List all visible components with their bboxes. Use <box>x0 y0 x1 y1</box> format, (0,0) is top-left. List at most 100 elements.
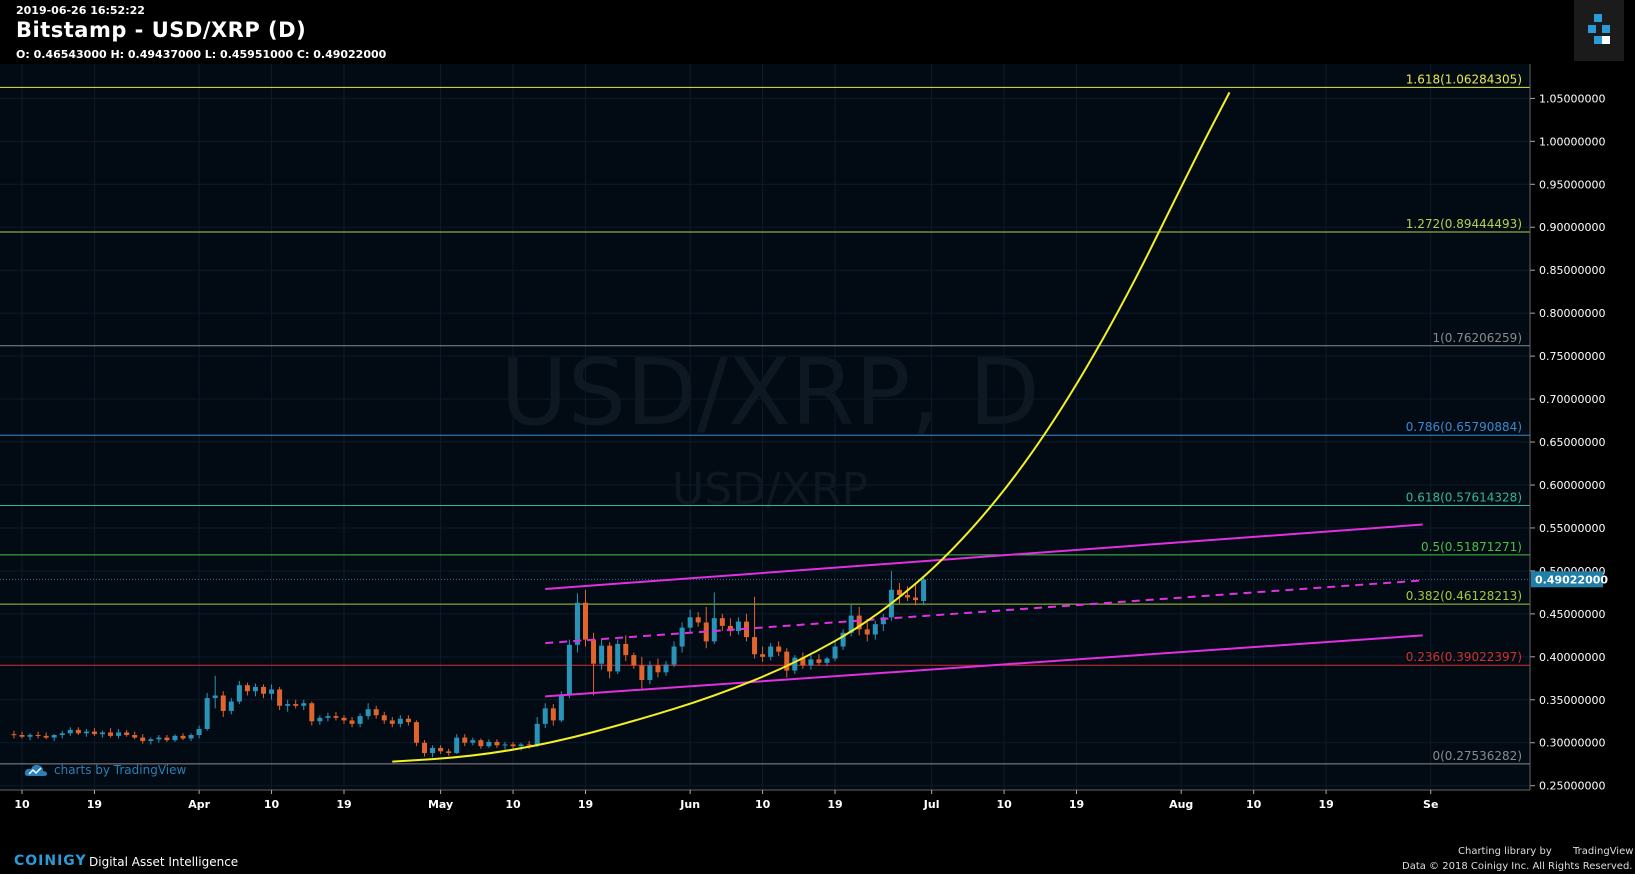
price-tick-label: 0.95000000 <box>1539 178 1605 191</box>
candle-body <box>67 729 73 734</box>
candle-body <box>446 751 452 754</box>
fibonacci-levels[interactable]: 1.618(1.06284305) 1.272(0.89444493) 1(0.76… <box>0 72 1530 765</box>
tradingview-cloud-icon <box>24 764 47 776</box>
time-tick-label: Se <box>1423 798 1438 811</box>
time-axis[interactable]: 10 19 Apr 10 19 May 10 19 Jun 10 19 Jul 10 19 Aug 10 19 S… <box>0 789 1530 811</box>
candle-body <box>462 737 468 743</box>
candle-body <box>244 685 250 692</box>
candle-body <box>711 618 717 642</box>
candle-body <box>317 717 323 722</box>
candle-body <box>333 716 339 718</box>
candle-body <box>478 740 484 747</box>
fib-level-label: 1(0.76206259) <box>1432 331 1522 345</box>
tradingview-attribution[interactable]: charts by TradingView <box>24 763 187 777</box>
candle-body <box>840 632 846 647</box>
candle-body <box>583 602 588 640</box>
copyright: Data © 2018 Coinigy Inc. All Rights Rese… <box>1402 861 1633 872</box>
plot-area[interactable] <box>0 64 1530 790</box>
candle-body <box>164 737 170 741</box>
fib-level-label: 1.272(0.89444493) <box>1406 217 1522 231</box>
coinigy-brand[interactable]: COINIGY <box>14 853 87 869</box>
candles <box>11 570 927 758</box>
candle-body <box>180 735 186 739</box>
price-tick-label: 0.25000000 <box>1539 780 1605 793</box>
coinigy-logo-icon <box>1588 14 1610 44</box>
attribution-text: charts by TradingView <box>54 763 186 777</box>
candle-body <box>695 617 701 623</box>
time-tick-label: 19 <box>578 798 593 811</box>
candle-body <box>349 720 355 724</box>
watermark-pair: USD/XRP <box>672 464 868 515</box>
price-tick-label: 0.65000000 <box>1539 436 1605 449</box>
candle-body <box>252 686 258 692</box>
candle-body <box>591 639 597 664</box>
tagline: Digital Asset Intelligence <box>89 855 239 869</box>
candle-body <box>615 643 621 672</box>
candle-body <box>550 708 556 721</box>
chart-bottom-strip <box>0 818 1635 844</box>
candle-body <box>679 627 685 647</box>
candle-body <box>325 716 331 718</box>
price-tick-label: 0.30000000 <box>1539 737 1605 750</box>
candle-body <box>172 735 178 741</box>
price-tick-label: 0.85000000 <box>1539 264 1605 277</box>
candle-body <box>389 720 395 724</box>
tradingview-brand[interactable]: TradingView <box>1573 846 1634 857</box>
candle-body <box>228 701 234 711</box>
chart-header: 2019-06-26 16:52:22 Bitstamp - USD/XRP (… <box>0 0 1635 64</box>
candle-body <box>148 739 154 742</box>
candle-body <box>43 735 49 738</box>
footer: COINIGY Digital Asset Intelligence Chart… <box>0 844 1635 874</box>
candle-body <box>100 732 105 735</box>
fib-level-label: 1.618(1.06284305) <box>1406 72 1522 86</box>
candle-body <box>848 615 854 633</box>
candle-body <box>534 723 540 746</box>
ohlc-readout: O: 0.46543000 H: 0.49437000 L: 0.4595100… <box>16 48 387 61</box>
candle-body <box>285 704 291 706</box>
channel-line-upper[interactable] <box>545 523 1423 590</box>
candle-body <box>752 637 758 655</box>
candle-body <box>220 695 226 711</box>
candle-body <box>124 732 130 736</box>
time-tick-label: Jul <box>923 798 940 811</box>
candle-body <box>422 742 427 754</box>
price-tick-label: 0.60000000 <box>1539 479 1605 492</box>
price-tick-label: 0.55000000 <box>1539 522 1605 535</box>
candle-body <box>309 703 315 722</box>
candle-body <box>357 716 363 724</box>
candle-body <box>397 718 403 724</box>
candle-body <box>381 715 387 721</box>
candle-body <box>913 597 919 601</box>
candle-body <box>83 731 89 734</box>
candle-body <box>808 659 814 666</box>
parabolic-curve[interactable] <box>392 91 1231 763</box>
chart-title: Bitstamp - USD/XRP (D) <box>16 18 307 42</box>
time-tick-label: 19 <box>827 798 842 811</box>
candle-body <box>735 621 741 632</box>
price-axis-panel[interactable] <box>1530 64 1635 790</box>
candle-body <box>607 645 613 672</box>
candle-body <box>905 594 910 598</box>
candle-body <box>212 695 218 699</box>
candle-body <box>19 735 25 737</box>
candle-body <box>236 685 242 702</box>
candle-body <box>768 646 774 657</box>
channel-lines[interactable] <box>545 523 1423 698</box>
candle-body <box>599 645 605 664</box>
candle-body <box>816 659 822 663</box>
time-axis-panel[interactable] <box>0 790 1530 818</box>
candle-body <box>623 643 629 656</box>
candle-body <box>566 644 572 696</box>
candle-body <box>880 617 886 625</box>
candle-body <box>156 737 162 740</box>
time-tick-label: 19 <box>87 798 102 811</box>
candle-body <box>647 665 653 681</box>
candle-body <box>35 735 41 737</box>
candle-body <box>864 629 870 635</box>
channel-line-middle[interactable] <box>545 579 1423 645</box>
candle-body <box>518 744 524 747</box>
price-chart[interactable]: USD/XRP, D USD/XRP 1.618(1.06284305) 1.27… <box>0 64 1635 844</box>
candle-body <box>470 740 476 743</box>
time-tick-label: 10 <box>1246 798 1262 811</box>
channel-line-lower[interactable] <box>545 634 1423 698</box>
